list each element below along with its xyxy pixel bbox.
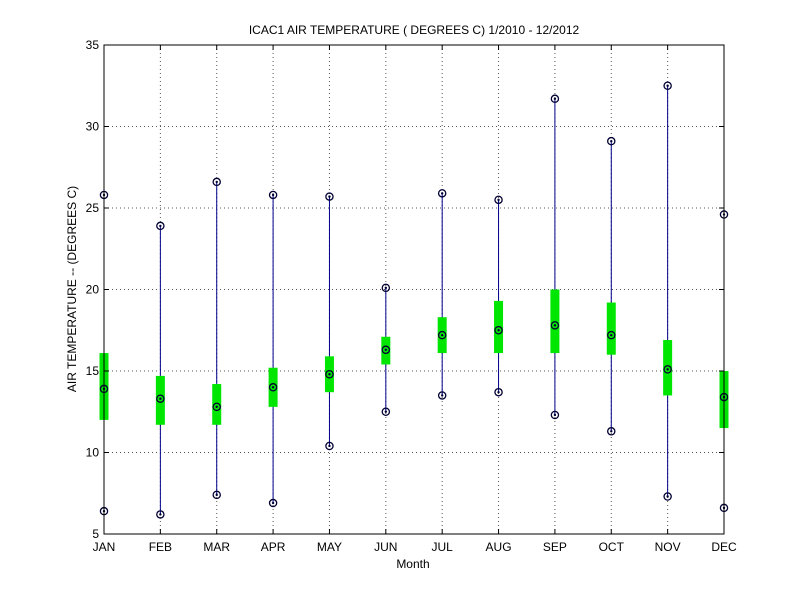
max-marker-may-dot — [328, 195, 331, 198]
min-marker-sep-dot — [553, 413, 557, 417]
y-tick-label: 30 — [86, 120, 100, 134]
max-marker-nov-dot — [666, 84, 669, 87]
x-tick-label: MAY — [317, 540, 342, 554]
median-marker-jul-dot — [440, 333, 444, 337]
x-tick-label: JAN — [93, 540, 116, 554]
median-marker-feb-dot — [159, 397, 162, 400]
min-marker-jul — [437, 391, 447, 400]
y-tick-label: 25 — [86, 201, 100, 215]
min-marker-apr-dot — [271, 501, 275, 505]
max-marker-oct — [607, 136, 616, 146]
median-marker-may — [325, 370, 334, 379]
box-marks — [99, 81, 729, 519]
max-marker-sep — [550, 94, 560, 104]
min-marker-may-dot — [328, 444, 331, 448]
max-marker-mar — [212, 177, 221, 187]
y-tick-label: 15 — [86, 364, 100, 378]
min-marker-jul-dot — [440, 394, 444, 397]
min-marker-nov-dot — [666, 495, 669, 498]
max-marker-nov — [663, 81, 672, 91]
median-marker-mar-dot — [215, 405, 218, 409]
max-marker-may — [325, 192, 334, 201]
median-marker-feb — [156, 394, 165, 403]
y-tick-label: 35 — [86, 38, 100, 52]
median-marker-apr — [268, 383, 278, 392]
x-tick-label: MAR — [203, 540, 230, 554]
x-tick-label: AUG — [486, 540, 512, 554]
min-marker-aug-dot — [497, 390, 500, 394]
max-marker-jul-dot — [440, 192, 444, 195]
x-tick-label: DEC — [711, 540, 737, 554]
min-marker-mar — [212, 490, 221, 500]
x-tick-label: SEP — [543, 540, 567, 554]
box-feb — [155, 375, 165, 425]
x-tick-label: NOV — [655, 540, 681, 554]
max-marker-oct-dot — [610, 139, 613, 143]
y-tick-label: 5 — [92, 527, 99, 541]
median-marker-jul — [437, 330, 447, 340]
median-marker-jun — [381, 345, 391, 355]
min-marker-jun — [381, 407, 391, 416]
median-marker-aug-dot — [497, 329, 500, 332]
chart-title: ICAC1 AIR TEMPERATURE ( DEGREES C) 1/201… — [249, 23, 580, 37]
box-mar — [212, 384, 222, 425]
min-marker-apr — [268, 498, 278, 508]
max-marker-sep-dot — [553, 97, 557, 100]
median-marker-mar — [212, 402, 221, 412]
max-marker-apr — [268, 190, 278, 200]
min-marker-may — [325, 441, 334, 451]
x-axis-ticks: JAN FEB MAR APR MAY JUN JUL AUG SEP OCT NOV DEC — [93, 45, 737, 554]
min-marker-nov — [663, 492, 672, 501]
min-marker-jun-dot — [384, 410, 388, 413]
x-tick-label: APR — [261, 540, 286, 554]
box-nov — [663, 340, 673, 396]
median-marker-sep-dot — [553, 324, 557, 327]
max-marker-aug — [494, 195, 503, 205]
min-marker-mar-dot — [215, 493, 218, 497]
y-axis-ticks: 5 10 15 20 25 30 35 — [86, 38, 724, 541]
x-tick-label: JUL — [432, 540, 454, 554]
y-tick-label: 10 — [86, 446, 100, 460]
median-marker-aug — [494, 325, 503, 335]
max-marker-mar-dot — [215, 180, 218, 184]
y-axis-label: AIR TEMPERATURE -- (DEGREES C) — [65, 186, 79, 392]
x-tick-label: OCT — [599, 540, 625, 554]
median-marker-sep — [550, 321, 560, 330]
x-axis-label: Month — [396, 557, 429, 571]
median-marker-oct — [607, 330, 616, 340]
median-marker-jun-dot — [384, 348, 388, 352]
median-marker-apr-dot — [271, 386, 275, 389]
median-marker-may-dot — [328, 373, 331, 376]
min-marker-oct-dot — [610, 430, 613, 433]
min-marker-oct — [607, 427, 616, 436]
max-marker-aug-dot — [497, 198, 500, 202]
max-marker-apr-dot — [271, 193, 275, 197]
min-marker-sep — [550, 410, 560, 420]
x-tick-label: JUN — [374, 540, 397, 554]
max-marker-feb — [156, 221, 165, 231]
max-marker-jun — [381, 283, 391, 293]
median-marker-nov-dot — [666, 368, 669, 371]
median-marker-nov — [663, 365, 672, 374]
x-tick-label: FEB — [149, 540, 172, 554]
min-marker-feb-dot — [159, 513, 162, 516]
max-marker-jun-dot — [384, 286, 388, 290]
max-marker-feb-dot — [159, 224, 162, 228]
y-tick-label: 20 — [86, 283, 100, 297]
min-marker-feb — [156, 510, 165, 519]
min-marker-aug — [494, 387, 503, 397]
max-marker-jul — [437, 189, 447, 198]
box-oct — [606, 302, 616, 355]
median-marker-oct-dot — [610, 333, 613, 337]
